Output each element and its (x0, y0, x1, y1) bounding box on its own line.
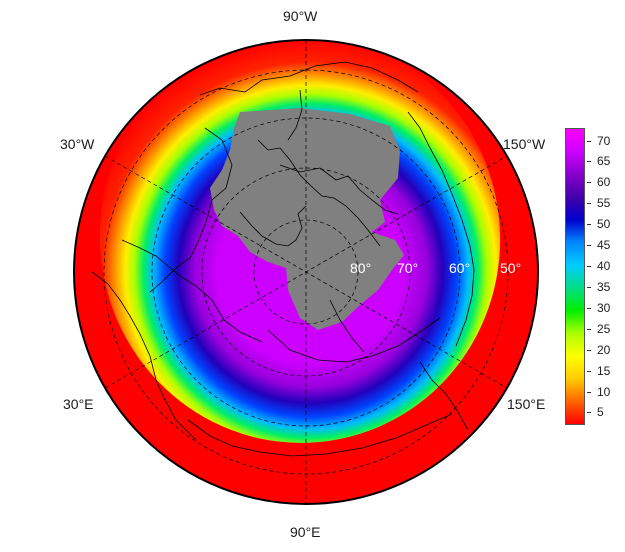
lon-label-90e: 90°E (290, 524, 321, 540)
colorbar-tickmark (587, 286, 591, 288)
colorbar-tickmark (587, 140, 591, 142)
colorbar-tick-label: 10 (597, 384, 611, 399)
graticule (103, 40, 509, 504)
lat-label-80: 80° (350, 260, 371, 276)
colorbar-tick-label: 50 (597, 217, 611, 232)
lon-label-150e: 150°E (507, 396, 546, 412)
colorbar-tickmark (587, 245, 591, 247)
colorbar-tickmark (587, 224, 591, 226)
land-mask (210, 108, 404, 330)
map-border (73, 39, 539, 505)
lat-label-50: 50° (500, 260, 521, 276)
colorbar-tick-label: 20 (597, 342, 611, 357)
latitude-circle-80 (253, 219, 359, 325)
colorbar-tickmark (587, 307, 591, 309)
colorbar-tick-label: 5 (597, 405, 604, 420)
colorbar-tick-label: 60 (597, 175, 611, 190)
lon-label-30w: 30°W (60, 136, 95, 152)
colorbar-tickmark (587, 370, 591, 372)
coastlines (91, 61, 475, 457)
colorbar-tick-label: 55 (597, 196, 611, 211)
colorbar-tickmark (587, 161, 591, 163)
colorbar-tick-label: 40 (597, 259, 611, 274)
colorbar-tickmark (587, 203, 591, 205)
colorbar-tickmark (587, 266, 591, 268)
colorbar-ticks: 70 65 60 55 50 45 40 35 30 25 20 15 10 5 (587, 128, 623, 425)
colorbar-tick-label: 25 (597, 321, 611, 336)
colorbar-tick-label: 30 (597, 300, 611, 315)
colorbar-tick-label: 45 (597, 238, 611, 253)
colorbar-tickmark (587, 412, 591, 414)
colorbar-tickmark (587, 328, 591, 330)
colorbar-tick-label: 35 (597, 279, 611, 294)
lon-label-30e: 30°E (63, 396, 94, 412)
lat-label-70: 70° (397, 260, 418, 276)
field-layer: 80° 70° 60° 50° (74, 40, 538, 504)
colorbar-tick-label: 70 (597, 133, 611, 148)
lon-label-90w: 90°W (283, 8, 318, 24)
meridian-30e-150w (104, 155, 508, 389)
colorbar-tickmark (587, 182, 591, 184)
colorbar-tickmark (587, 391, 591, 393)
colorbar-tick-label: 65 (597, 154, 611, 169)
colorbar-tickmark (587, 349, 591, 351)
lon-label-150w: 150°W (503, 136, 546, 152)
colorbar-tick-label: 15 (597, 363, 611, 378)
lat-label-60: 60° (449, 260, 470, 276)
colorbar (565, 128, 585, 425)
latitude-labels: 80° 70° 60° 50° (350, 260, 521, 276)
